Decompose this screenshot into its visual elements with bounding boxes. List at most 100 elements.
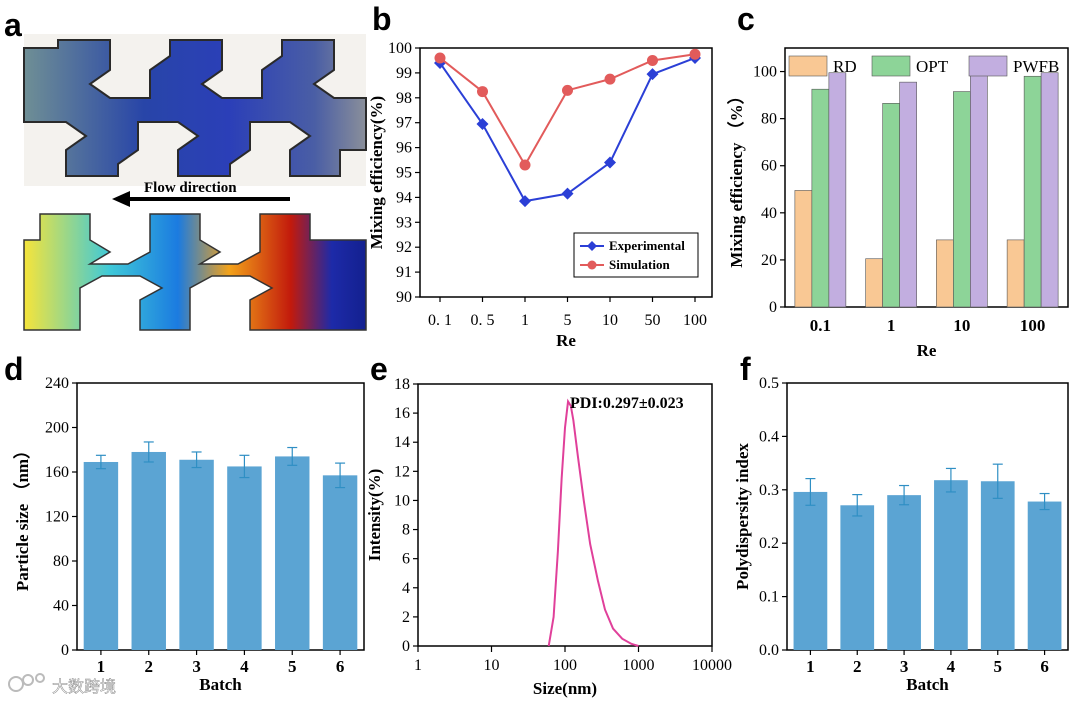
x-tick-label: 100: [1020, 316, 1046, 335]
y-tick-label: 91: [396, 264, 412, 281]
y-tick-label: 6: [402, 551, 410, 568]
y-tick-label: 0: [769, 299, 777, 316]
y-tick-label: 200: [45, 420, 69, 437]
legend-box: [573, 232, 699, 278]
panel-a: a Flow direction: [4, 7, 367, 331]
panel-letter-c: c: [737, 1, 755, 37]
bar: [1027, 501, 1062, 650]
x-tick-label: 1: [887, 316, 896, 335]
x-tick-label: 5: [288, 657, 297, 676]
x-tick-label: 3: [900, 657, 909, 676]
y-tick-label: 240: [45, 375, 69, 392]
y-tick-label: 40: [53, 598, 69, 615]
y-tick-label: 160: [45, 464, 69, 481]
y-tick-label: 98: [396, 90, 412, 107]
y-tick-label: 60: [761, 158, 777, 175]
x-tick-label: 1: [414, 657, 422, 674]
x-axis-label: Re: [556, 331, 576, 350]
series-line-experimental: [439, 57, 696, 203]
legend-swatch: [968, 55, 1008, 77]
y-tick-label: 18: [394, 376, 410, 393]
panel-letter-f: f: [740, 351, 751, 387]
y-tick-label: 10: [394, 492, 410, 509]
y-axis-label: Mixing efficiency(%): [367, 96, 386, 249]
y-tick-label: 100: [753, 64, 777, 81]
x-tick-label: 1: [806, 657, 815, 676]
data-point-simulation: [562, 84, 573, 96]
y-tick-label: 2: [402, 609, 410, 626]
bar-opt: [1023, 75, 1042, 308]
data-point-experimental: [604, 156, 616, 169]
y-tick-label: 120: [45, 509, 69, 526]
legend-label: OPT: [916, 57, 949, 76]
panel-letter-a: a: [4, 7, 22, 43]
y-tick-label: 96: [396, 140, 412, 157]
plot-frame: [786, 382, 1069, 651]
legend-label: Simulation: [609, 257, 670, 272]
data-point-experimental: [646, 68, 659, 81]
bar-pwfb: [1040, 72, 1059, 308]
data-point-simulation: [689, 48, 701, 60]
legend-label: Experimental: [609, 238, 685, 253]
legend-label: RD: [833, 57, 857, 76]
x-tick-label: 100: [553, 657, 577, 674]
y-tick-label: 16: [394, 405, 410, 422]
bar-rd: [1006, 239, 1025, 308]
y-tick-label: 40: [761, 205, 777, 222]
x-tick-label: 2: [145, 657, 154, 676]
bar-pwfb: [828, 72, 847, 308]
y-tick-label: 8: [402, 522, 410, 539]
x-tick-label: 1000: [623, 657, 655, 674]
pdi-annotation: PDI:0.297±0.023: [570, 395, 684, 412]
bar: [131, 451, 166, 650]
y-tick-label: 0.1: [759, 589, 779, 606]
x-tick-label: 10: [602, 312, 618, 329]
micromixer-photo: [23, 34, 367, 186]
x-axis-label: Batch: [199, 675, 242, 694]
bar: [887, 495, 921, 650]
y-tick-label: 80: [761, 111, 777, 128]
bar-pwfb: [970, 74, 988, 308]
y-tick-label: 90: [396, 289, 412, 306]
data-point-simulation: [477, 86, 488, 98]
x-tick-label: 100: [683, 312, 707, 329]
panel-d-particle-size-bar-chart: d 0 40 80 120 160 200 240 1 2 3 4 5 6 Particle size （n…: [4, 351, 365, 694]
x-tick-label: 0. 1: [428, 312, 452, 329]
flow-direction-label: Flow direction: [144, 180, 237, 196]
data-point-simulation: [647, 54, 658, 66]
x-tick-label: 4: [240, 657, 249, 676]
legend-swatch: [788, 55, 828, 77]
y-axis-label: Mixing efficiency （%）: [726, 87, 746, 267]
bar-opt: [953, 91, 971, 308]
data-point-simulation: [519, 159, 531, 171]
y-tick-label: 0.3: [759, 482, 779, 499]
y-tick-label: 0.2: [759, 535, 779, 552]
bar: [934, 480, 968, 650]
data-point-experimental: [476, 117, 489, 130]
y-tick-label: 12: [394, 463, 410, 480]
x-tick-label: 50: [645, 312, 661, 329]
bar-pwfb: [899, 81, 917, 308]
x-tick-label: 1: [97, 657, 106, 676]
panel-letter-d: d: [4, 351, 24, 387]
x-tick-label: 3: [192, 657, 201, 676]
plot-frame: [76, 382, 365, 651]
x-tick-label: 6: [336, 657, 345, 676]
x-tick-label: 0.1: [810, 316, 831, 335]
watermark-text: 大数跨境: [52, 677, 116, 696]
x-tick-label: 10000: [692, 657, 732, 674]
y-tick-label: 0: [402, 638, 410, 655]
x-tick-label: 2: [853, 657, 862, 676]
y-axis-label: Polydispersity index: [733, 443, 752, 590]
legend-label: PWFB: [1013, 57, 1059, 76]
legend-marker: [587, 241, 597, 251]
y-tick-label: 93: [396, 214, 412, 231]
legend-marker: [587, 260, 597, 270]
y-tick-label: 92: [396, 239, 412, 256]
bar: [322, 475, 358, 650]
panel-b-mixing-efficiency-line-chart: b 90 91 92 93 94 95 96 97 98 99 100 0. 1 0. 5 1 5 10 50 10…: [367, 1, 713, 350]
micromixer-simulation: [23, 210, 367, 331]
x-axis-label: Re: [917, 341, 937, 360]
x-tick-label: 5: [564, 312, 572, 329]
